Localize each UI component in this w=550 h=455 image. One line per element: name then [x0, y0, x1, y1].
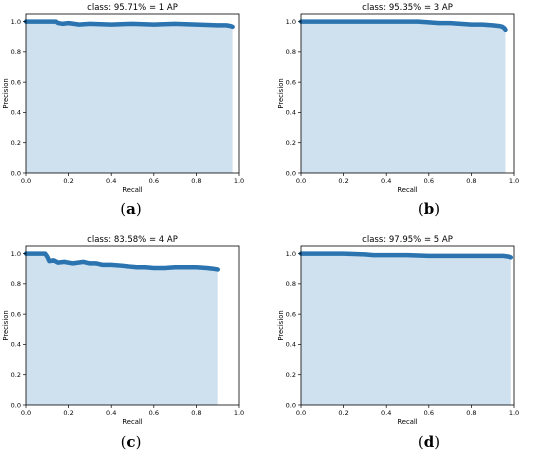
area-fill: [301, 253, 511, 405]
x-tick-label: 0.6: [424, 409, 434, 417]
x-tick-label: 1.0: [509, 177, 519, 185]
caption-a: (a): [120, 200, 142, 218]
y-tick-label: 1.0: [286, 250, 296, 258]
x-tick-label: 0.6: [424, 177, 434, 185]
pr-curve-line: [298, 19, 508, 33]
y-tick-label: 0.4: [11, 109, 21, 117]
x-tick-label: 0.6: [149, 177, 159, 185]
area-fill: [301, 21, 506, 174]
y-tick-label: 0.4: [286, 341, 296, 349]
pr-chart-a: class: 95.71% = 1 AP 0.0 0.2 0.4 0.6 0.8 1.0 0.…: [2, 3, 244, 194]
x-tick-label: 0.6: [149, 409, 159, 417]
chart-title: class: 83.58% = 4 AP: [87, 235, 178, 245]
x-tick-label: 0.8: [191, 409, 201, 417]
pr-chart-b: class: 95.35% = 3 AP 0.0 0.2 0.4 0.6 0.8 1.0 0.…: [277, 3, 519, 194]
caption-d: (d): [417, 433, 441, 451]
plot-frame: [300, 245, 515, 406]
x-axis-label: Recall: [122, 186, 142, 194]
chart-title: class: 97.95% = 5 AP: [362, 235, 453, 245]
x-tick-label: 0.0: [296, 177, 306, 185]
plot-frame: [25, 13, 240, 174]
area-fill: [26, 21, 233, 174]
x-tick-label: 0.2: [63, 177, 73, 185]
x-tick-label: 0.0: [21, 177, 31, 185]
x-tick-label: 0.2: [63, 409, 73, 417]
x-tick-label: 0.4: [381, 177, 391, 185]
chart-title: class: 95.71% = 1 AP: [87, 3, 178, 13]
x-tick-label: 1.0: [234, 177, 244, 185]
y-tick-label: 0.4: [286, 109, 296, 117]
y-tick-label: 0.0: [11, 169, 21, 177]
y-axis-label: Precision: [2, 310, 10, 340]
y-tick-label: 0.8: [286, 280, 296, 288]
y-tick-label: 0.6: [286, 78, 296, 86]
pr-curve-line: [23, 19, 235, 30]
y-tick-label: 0.0: [11, 401, 21, 409]
x-tick-label: 0.2: [338, 409, 348, 417]
caption-b: (b): [417, 200, 441, 218]
y-tick-label: 0.8: [286, 48, 296, 56]
y-tick-label: 1.0: [286, 18, 296, 26]
x-tick-label: 0.8: [466, 177, 476, 185]
x-tick-label: 0.4: [106, 177, 116, 185]
x-tick-label: 0.4: [381, 409, 391, 417]
pr-curve-line: [23, 251, 220, 272]
y-tick-label: 0.2: [11, 139, 21, 147]
y-tick-label: 1.0: [11, 18, 21, 26]
area-fill: [26, 253, 218, 405]
y-tick-label: 0.6: [286, 310, 296, 318]
chart-title: class: 95.35% = 3 AP: [362, 3, 453, 13]
y-tick-label: 0.6: [11, 310, 21, 318]
x-tick-label: 1.0: [509, 409, 519, 417]
y-tick-label: 0.4: [11, 341, 21, 349]
plot-frame: [300, 13, 515, 174]
y-tick-label: 0.2: [286, 371, 296, 379]
x-tick-label: 1.0: [234, 409, 244, 417]
plot-frame: [25, 245, 240, 406]
x-tick-label: 0.0: [21, 409, 31, 417]
y-axis-label: Precision: [277, 78, 285, 108]
y-tick-label: 0.6: [11, 78, 21, 86]
y-tick-label: 0.0: [286, 169, 296, 177]
x-tick-label: 0.8: [466, 409, 476, 417]
caption-c: (c): [120, 433, 142, 451]
y-axis-label: Precision: [277, 310, 285, 340]
y-tick-label: 1.0: [11, 250, 21, 258]
x-axis-label: Recall: [397, 186, 417, 194]
x-tick-label: 0.4: [106, 409, 116, 417]
x-tick-label: 0.2: [338, 177, 348, 185]
x-tick-label: 0.8: [191, 177, 201, 185]
y-tick-label: 0.2: [11, 371, 21, 379]
pr-chart-c: class: 83.58% = 4 AP 0.0 0.2 0.4 0.6 0.8 1.0 0.…: [2, 235, 244, 426]
x-axis-label: Recall: [122, 418, 142, 426]
y-tick-label: 0.0: [286, 401, 296, 409]
pr-chart-d: class: 97.95% = 5 AP 0.0 0.2 0.4 0.6 0.8 1.0 0.…: [277, 235, 519, 426]
x-tick-label: 0.0: [296, 409, 306, 417]
y-tick-label: 0.8: [11, 280, 21, 288]
y-tick-label: 0.2: [286, 139, 296, 147]
pr-curve-line: [298, 251, 514, 260]
y-axis-label: Precision: [2, 78, 10, 108]
y-tick-label: 0.8: [11, 48, 21, 56]
x-axis-label: Recall: [397, 418, 417, 426]
